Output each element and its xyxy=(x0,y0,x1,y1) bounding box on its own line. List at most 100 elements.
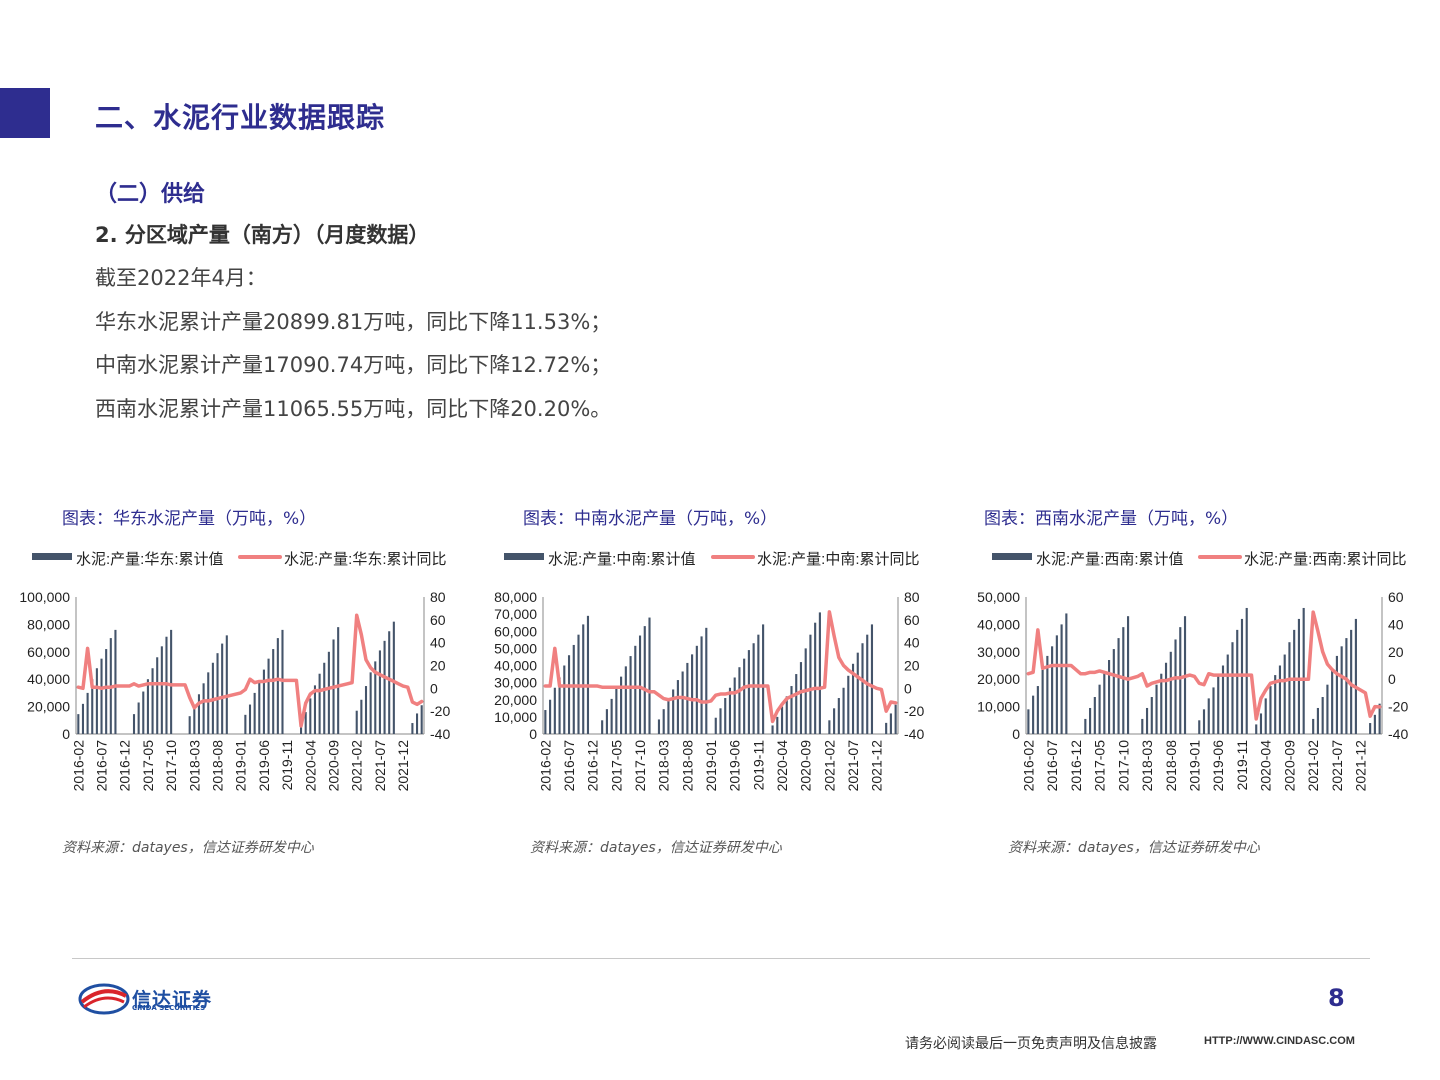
bar-cumulative xyxy=(1179,627,1182,734)
y-left-tick-label: 70,000 xyxy=(494,606,537,622)
x-tick-label: 2018-08 xyxy=(679,740,695,792)
bar-cumulative xyxy=(1269,686,1272,734)
legend-label-bar: 水泥:产量:中南:累计值 xyxy=(548,551,696,568)
bar-cumulative xyxy=(1126,616,1130,734)
bar-cumulative xyxy=(1288,642,1291,734)
sub-title: （二）供给 xyxy=(95,182,206,207)
bar-cumulative xyxy=(1316,707,1319,734)
body-line-southwest: 西南水泥累计产量11065.55万吨，同比下降20.20%。 xyxy=(95,397,612,421)
x-tick-label: 2017-10 xyxy=(163,740,179,792)
bar-cumulative xyxy=(870,624,874,734)
y-left-tick-label: 80,000 xyxy=(27,616,70,632)
bar-cumulative xyxy=(620,676,623,734)
bar-cumulative xyxy=(1207,698,1210,734)
x-tick-label: 2019-01 xyxy=(233,740,249,792)
x-tick-label: 2018-03 xyxy=(186,740,202,792)
x-tick-label: 2021-02 xyxy=(1305,740,1321,792)
bar-cumulative xyxy=(1326,684,1329,734)
y-left-tick-label: 10,000 xyxy=(977,699,1020,715)
bar-cumulative xyxy=(1055,635,1058,734)
y-right-tick-label: 60 xyxy=(430,612,446,628)
bar-cumulative xyxy=(327,651,330,734)
y-right-tick-label: 0 xyxy=(904,680,912,696)
bar-cumulative xyxy=(752,643,755,734)
bar-cumulative xyxy=(657,719,661,734)
bar-cumulative xyxy=(1217,676,1220,734)
bar-cumulative xyxy=(681,671,684,734)
bar-cumulative xyxy=(558,677,561,734)
body-line-east: 华东水泥累计产量20899.81万吨，同比下降11.53%； xyxy=(95,310,612,334)
bar-cumulative xyxy=(1122,627,1125,734)
bar-cumulative xyxy=(1231,642,1234,734)
bar-cumulative xyxy=(207,672,210,734)
x-tick-label: 2021-12 xyxy=(869,740,885,792)
bar-cumulative xyxy=(369,672,372,734)
bar-cumulative xyxy=(719,708,722,734)
bar-cumulative xyxy=(105,649,108,734)
bar-cumulative xyxy=(360,699,363,734)
x-tick-label: 2016-02 xyxy=(1020,740,1036,792)
bar-cumulative xyxy=(95,668,98,734)
bar-cumulative xyxy=(411,723,414,734)
bar-cumulative xyxy=(615,687,618,734)
bar-cumulative xyxy=(272,649,275,734)
bar-cumulative xyxy=(170,629,173,734)
bar-cumulative xyxy=(743,658,746,734)
x-tick-label: 2019-06 xyxy=(256,740,272,792)
bar-cumulative xyxy=(676,680,679,734)
y-right-tick-label: 20 xyxy=(904,658,920,674)
bar-cumulative xyxy=(1350,629,1353,734)
bar-cumulative xyxy=(894,704,897,734)
bar-cumulative xyxy=(889,713,892,734)
chart-title-southwest: 图表：西南水泥产量（万吨，%） xyxy=(984,509,1239,529)
bar-cumulative xyxy=(672,689,675,734)
x-tick-label: 2017-10 xyxy=(1115,740,1131,792)
bar-cumulative xyxy=(1089,707,1092,734)
line-yoy xyxy=(76,613,424,728)
bar-cumulative xyxy=(634,645,637,734)
bar-cumulative xyxy=(1065,613,1068,734)
bar-cumulative xyxy=(563,665,566,734)
bar-cumulative xyxy=(378,650,381,734)
bar-cumulative xyxy=(1236,629,1239,734)
bar-cumulative xyxy=(1032,695,1035,734)
bar-cumulative xyxy=(780,706,784,734)
disclaimer-text: 请务必阅读最后一页免责声明及信息披露 xyxy=(905,1036,1157,1052)
y-left-tick-label: 30,000 xyxy=(977,644,1020,660)
chart-east: 水泥:产量:华东:累计值 水泥:产量:华东:累计同比 0 20,000 40,000 60… xyxy=(19,551,450,792)
bar-cumulative xyxy=(1060,624,1063,734)
website-link[interactable]: HTTP://WWW.CINDASC.COM xyxy=(1204,1035,1355,1047)
x-tick-label: 2021-02 xyxy=(349,740,365,792)
x-tick-label: 2021-12 xyxy=(1353,740,1369,792)
y-right-tick-label: 20 xyxy=(1388,644,1404,660)
bar-cumulative xyxy=(1378,703,1381,734)
bar-cumulative xyxy=(221,643,224,734)
bar-cumulative xyxy=(799,662,803,734)
bar-cumulative xyxy=(1027,709,1030,734)
bar-cumulative xyxy=(776,716,779,735)
x-tick-label: 2020-04 xyxy=(1258,740,1274,792)
chart-southwest: 水泥:产量:西南:累计值 水泥:产量:西南:累计同比 0 10,000 20,000 30… xyxy=(977,551,1408,792)
bar-cumulative xyxy=(833,708,836,734)
bar-cumulative xyxy=(313,685,317,734)
bar-cumulative xyxy=(1084,718,1087,734)
x-tick-label: 2021-07 xyxy=(845,740,861,792)
bar-cumulative xyxy=(747,650,750,734)
bar-cumulative xyxy=(691,654,694,734)
y-right-tick-label: -40 xyxy=(430,726,450,742)
bar-cumulative xyxy=(304,712,307,734)
y-left-tick-label: 20,000 xyxy=(27,699,70,715)
bar-cumulative xyxy=(572,644,575,734)
bar-cumulative xyxy=(244,714,247,734)
bar-cumulative xyxy=(156,657,159,734)
y-left-tick-label: 40,000 xyxy=(977,616,1020,632)
bar-cumulative xyxy=(1259,713,1263,734)
bar-cumulative xyxy=(276,638,279,734)
bar-cumulative xyxy=(1221,665,1225,734)
bar-cumulative xyxy=(1226,654,1229,734)
bar-cumulative xyxy=(1274,675,1277,734)
x-tick-label: 2019-11 xyxy=(1234,740,1250,791)
bar-cumulative xyxy=(724,698,727,734)
bar-cumulative xyxy=(146,679,149,734)
bar-cumulative xyxy=(705,627,708,734)
